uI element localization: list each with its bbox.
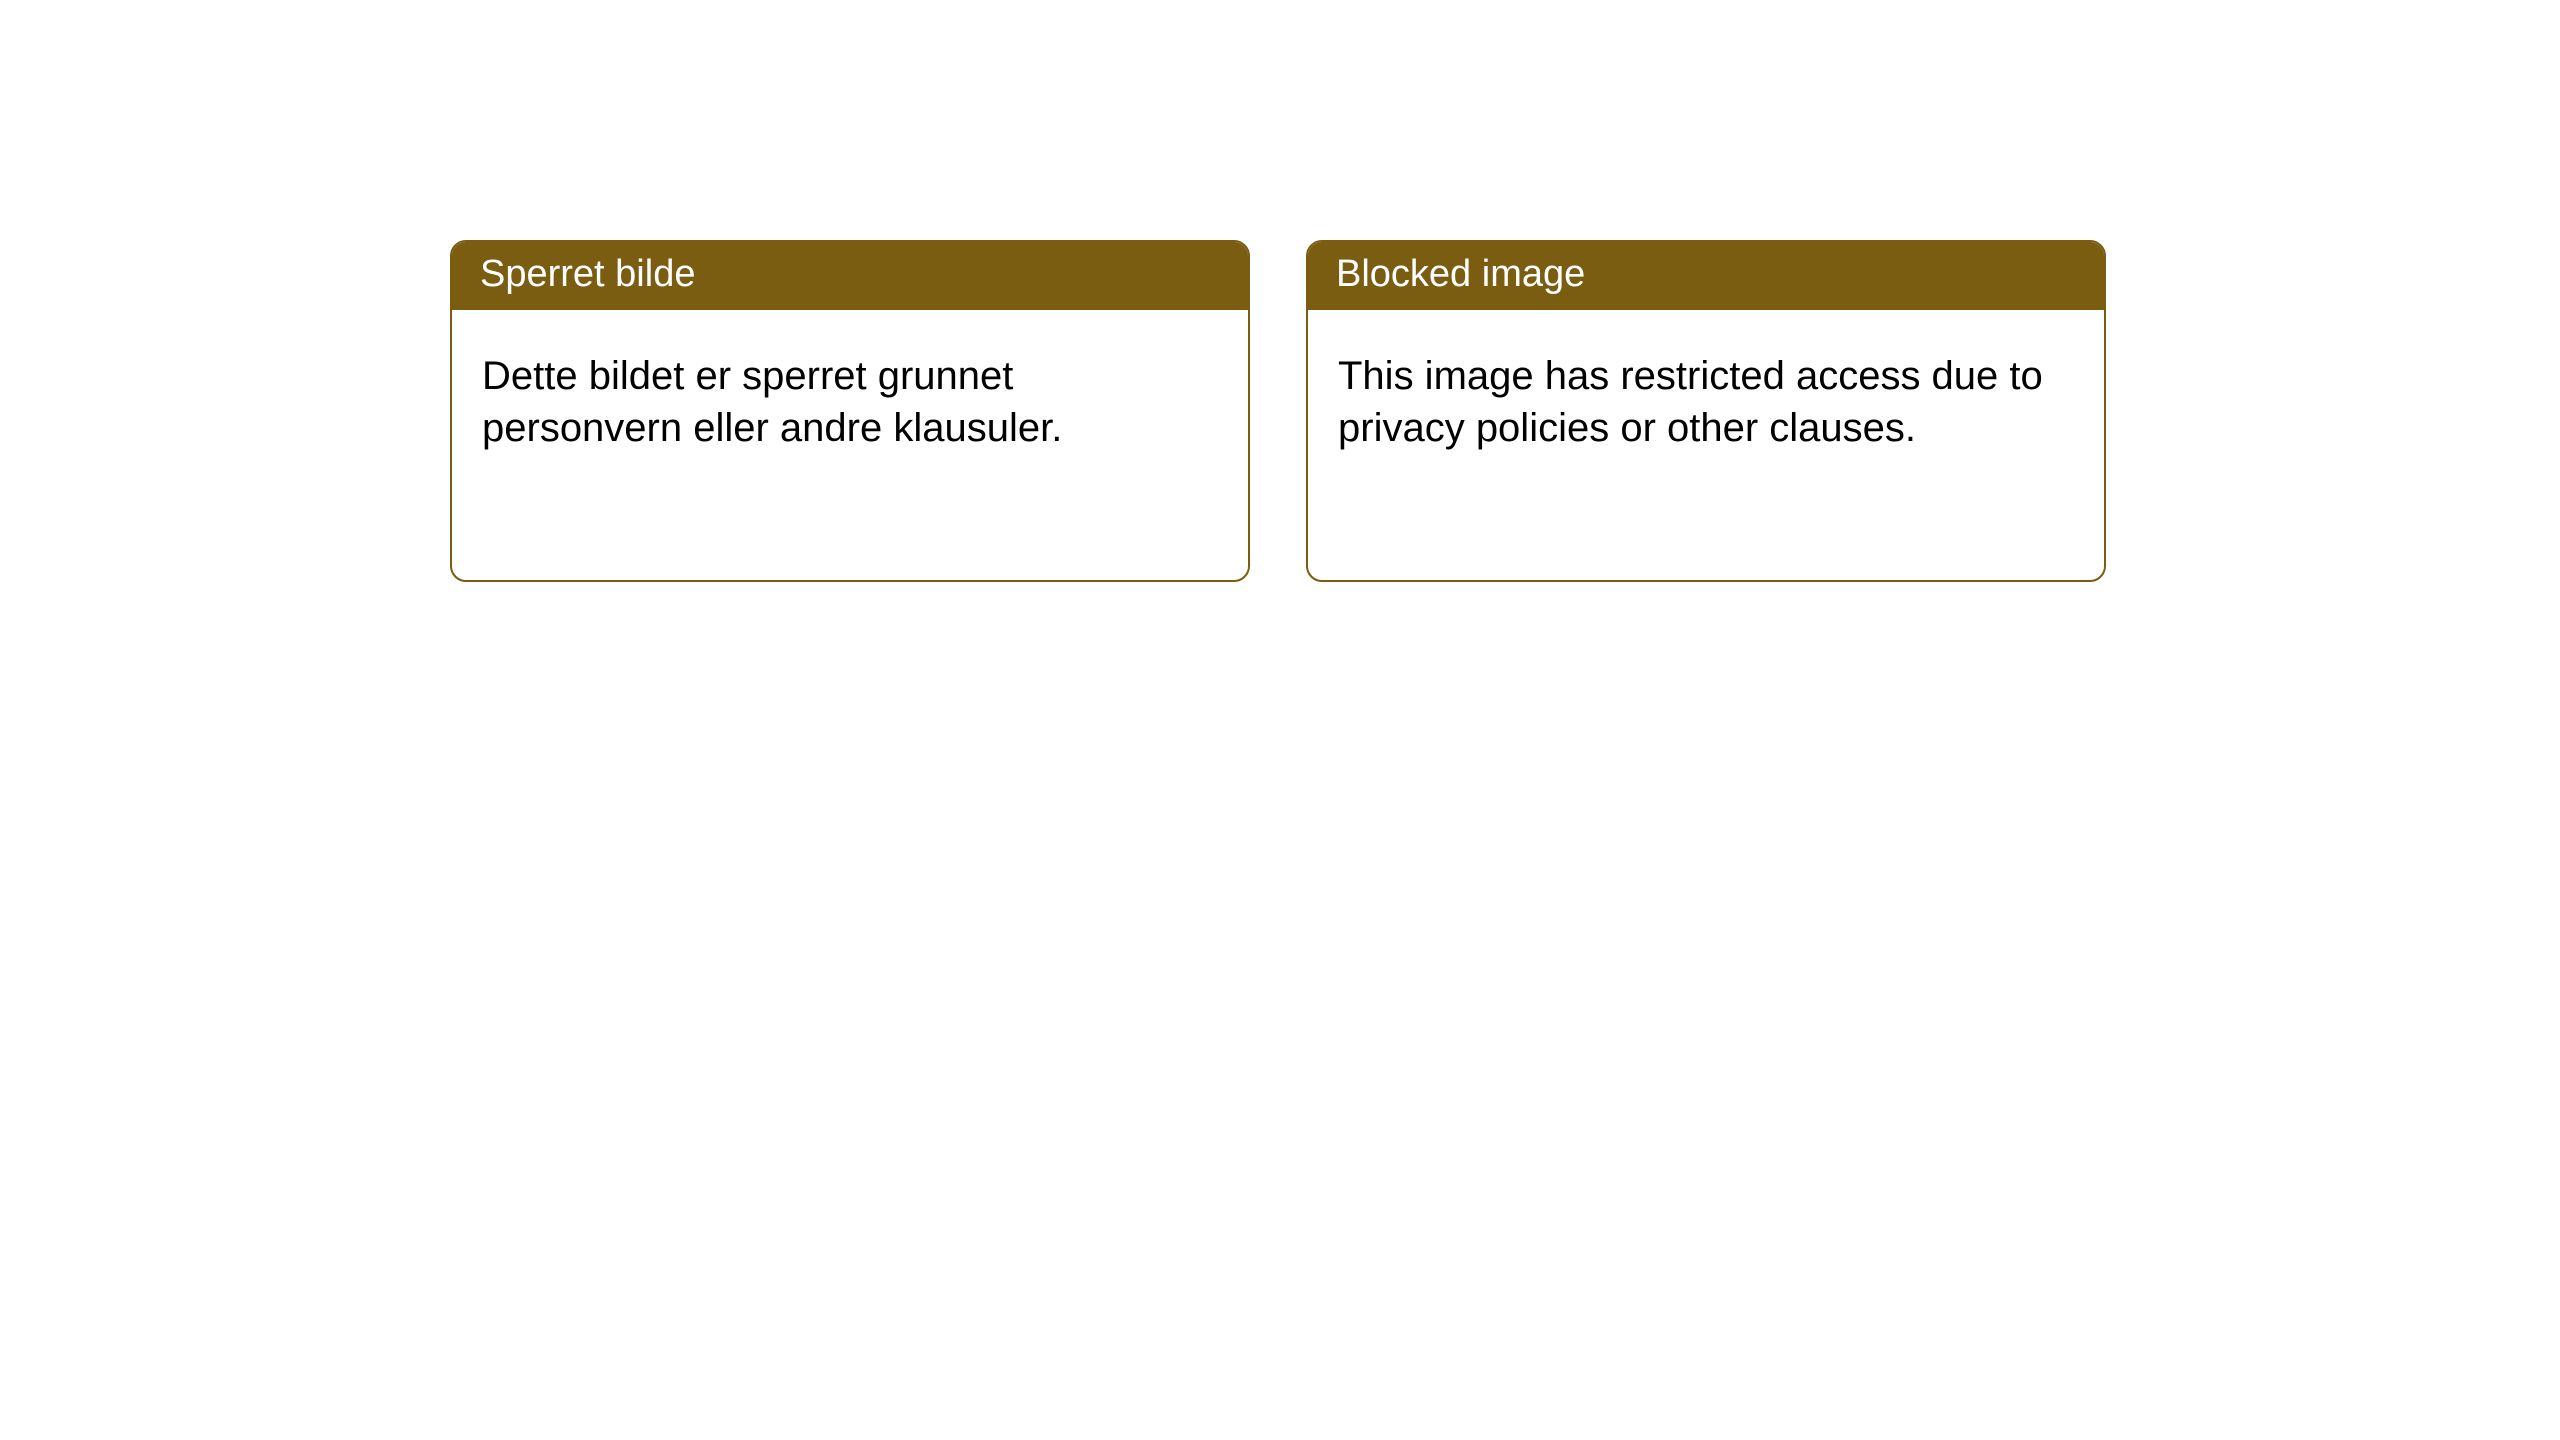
- notice-body: Dette bildet er sperret grunnet personve…: [452, 310, 1248, 580]
- notice-body: This image has restricted access due to …: [1308, 310, 2104, 580]
- notice-header: Blocked image: [1308, 242, 2104, 310]
- notice-header: Sperret bilde: [452, 242, 1248, 310]
- notice-card-norwegian: Sperret bilde Dette bildet er sperret gr…: [450, 240, 1250, 582]
- notice-card-english: Blocked image This image has restricted …: [1306, 240, 2106, 582]
- notice-container: Sperret bilde Dette bildet er sperret gr…: [0, 0, 2560, 582]
